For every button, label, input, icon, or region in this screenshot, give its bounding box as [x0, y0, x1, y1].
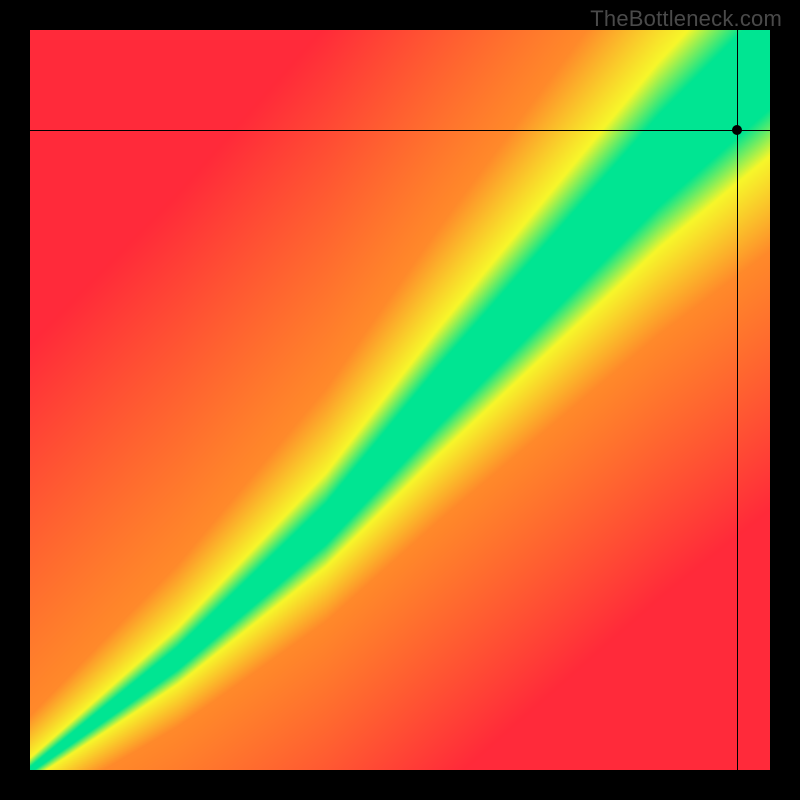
heatmap-plot [30, 30, 770, 770]
crosshair-horizontal [30, 130, 770, 131]
heatmap-canvas [30, 30, 770, 770]
watermark-text: TheBottleneck.com [590, 6, 782, 32]
crosshair-marker [732, 125, 742, 135]
crosshair-vertical [737, 30, 738, 770]
